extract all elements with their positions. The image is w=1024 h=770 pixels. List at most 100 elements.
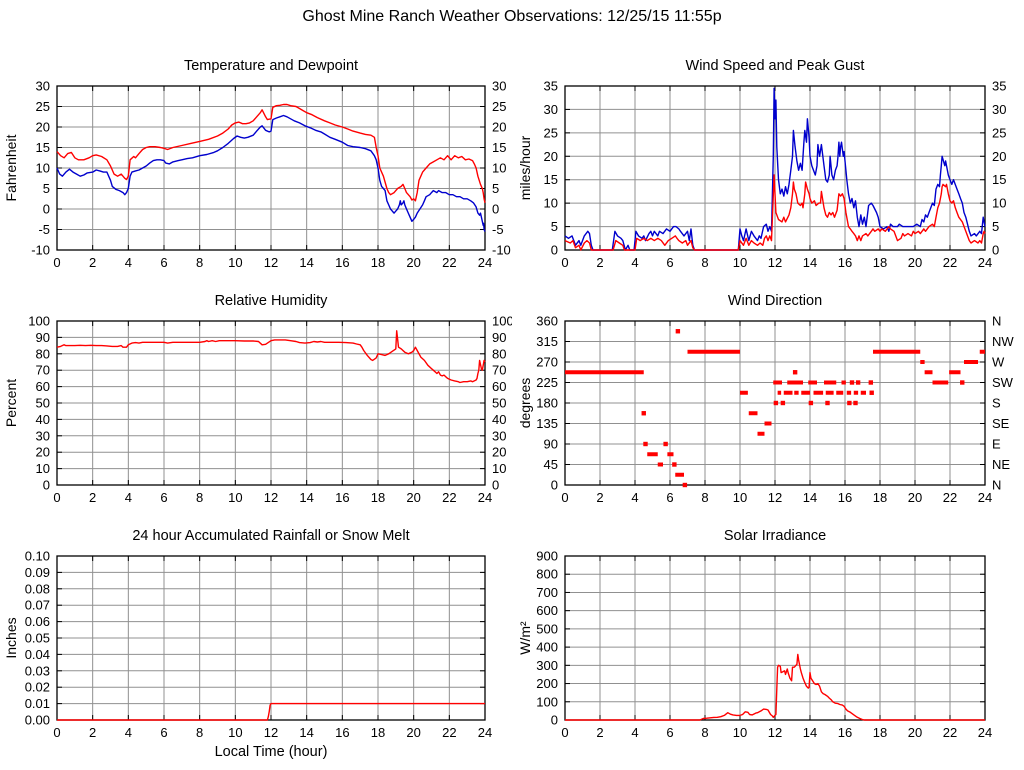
y-axis-label: degrees	[517, 378, 533, 429]
chart-title: Relative Humidity	[215, 293, 329, 309]
y-tick-label: 15	[36, 140, 50, 155]
y-tick-label-right: 20	[992, 149, 1006, 164]
y-tick-label: 360	[536, 314, 558, 329]
y-tick-label: 0	[551, 243, 558, 258]
y-tick-label: 0.03	[25, 663, 50, 678]
y-tick-label: 0.04	[25, 647, 50, 662]
y-tick-label: 90	[544, 437, 558, 452]
y-tick-label-right: 25	[492, 99, 506, 114]
y-tick-label: 100	[536, 694, 558, 709]
x-tick-label: 4	[631, 490, 638, 505]
y-tick-label-right: 0	[492, 478, 499, 493]
y-tick-label-right: 20	[492, 120, 506, 135]
x-tick-label: 8	[196, 255, 203, 270]
y-tick-label: 15	[544, 172, 558, 187]
x-tick-label: 6	[160, 490, 167, 505]
y-tick-label-right: 90	[492, 330, 506, 345]
x-tick-label: 10	[228, 725, 242, 740]
x-tick-label: 6	[160, 725, 167, 740]
x-tick-label: 8	[701, 725, 708, 740]
compass-label: SE	[992, 416, 1010, 431]
wind-direction-mark	[773, 400, 779, 406]
chart-rainfall: 24 hour Accumulated Rainfall or Snow Mel…	[3, 528, 492, 760]
y-tick-label-right: 35	[992, 79, 1006, 94]
x-tick-label: 8	[196, 490, 203, 505]
y-tick-label-right: 5	[992, 219, 999, 234]
y-tick-label-right: 10	[492, 161, 506, 176]
series-humidity	[56, 330, 486, 384]
x-tick-label: 6	[666, 490, 673, 505]
y-tick-label-right: 15	[992, 172, 1006, 187]
x-tick-label: 24	[478, 490, 492, 505]
wind-direction-mark	[849, 380, 855, 385]
y-tick-label: 0	[43, 202, 50, 217]
x-tick-label: 12	[768, 490, 782, 505]
y-tick-label: 25	[36, 99, 50, 114]
x-tick-label: 2	[596, 255, 603, 270]
y-tick-label-right: 10	[992, 196, 1006, 211]
x-tick-label: 6	[666, 725, 673, 740]
x-tick-label: 16	[838, 725, 852, 740]
y-tick-label: 0.06	[25, 614, 50, 629]
compass-label: E	[992, 437, 1001, 452]
x-tick-label: 0	[561, 725, 568, 740]
y-tick-label-right: 30	[492, 428, 506, 443]
y-tick-label: 20	[36, 445, 50, 460]
y-tick-label: 300	[536, 658, 558, 673]
x-tick-label: 2	[89, 490, 96, 505]
y-tick-label-right: 10	[492, 461, 506, 476]
compass-label: N	[992, 314, 1001, 329]
y-tick-label-right: -5	[492, 222, 504, 237]
x-tick-label: 22	[943, 255, 957, 270]
y-tick-label-right: 15	[492, 140, 506, 155]
y-axis-label: Inches	[3, 617, 19, 658]
y-tick-label: 0.00	[25, 713, 50, 728]
compass-label: N	[992, 478, 1001, 493]
x-tick-label: 10	[228, 255, 242, 270]
x-tick-label: 10	[733, 255, 747, 270]
x-tick-label: 20	[908, 725, 922, 740]
x-tick-label: 14	[803, 725, 817, 740]
x-tick-label: 8	[701, 490, 708, 505]
x-tick-label: 2	[596, 725, 603, 740]
x-tick-label: 2	[596, 490, 603, 505]
x-tick-label: 16	[335, 725, 349, 740]
x-tick-label: 16	[838, 255, 852, 270]
chart-title: Solar Irradiance	[724, 528, 826, 544]
x-tick-label: 24	[978, 490, 992, 505]
series-irradiance	[565, 653, 985, 721]
y-tick-label: 5	[43, 181, 50, 196]
x-tick-label: 10	[733, 490, 747, 505]
x-tick-label: 6	[160, 255, 167, 270]
x-tick-label: 18	[371, 255, 385, 270]
x-tick-label: 4	[631, 725, 638, 740]
x-tick-label: 4	[125, 490, 132, 505]
series-rainfall	[57, 702, 485, 721]
y-tick-label: 0.02	[25, 680, 50, 695]
y-tick-label: 600	[536, 603, 558, 618]
y-tick-label: 70	[36, 363, 50, 378]
x-tick-label: 16	[335, 490, 349, 505]
x-tick-label: 16	[838, 490, 852, 505]
x-tick-label: 10	[228, 490, 242, 505]
x-tick-label: 0	[561, 490, 568, 505]
x-tick-label: 20	[406, 255, 420, 270]
x-tick-label: 12	[768, 255, 782, 270]
y-tick-label-right: 20	[492, 445, 506, 460]
y-tick-label: 400	[536, 640, 558, 655]
wind-direction-mark	[855, 380, 861, 385]
y-tick-label: 0	[43, 478, 50, 493]
y-tick-label: 0	[551, 478, 558, 493]
y-tick-label: 10	[36, 161, 50, 176]
x-tick-label: 20	[406, 490, 420, 505]
y-tick-label-right: -10	[492, 243, 511, 258]
x-tick-label: 20	[908, 490, 922, 505]
y-tick-label: 0.07	[25, 598, 50, 613]
wind-direction-mark	[869, 390, 874, 395]
x-tick-label: 6	[666, 255, 673, 270]
wind-direction-mark	[682, 482, 688, 488]
compass-label: W	[992, 355, 1005, 370]
